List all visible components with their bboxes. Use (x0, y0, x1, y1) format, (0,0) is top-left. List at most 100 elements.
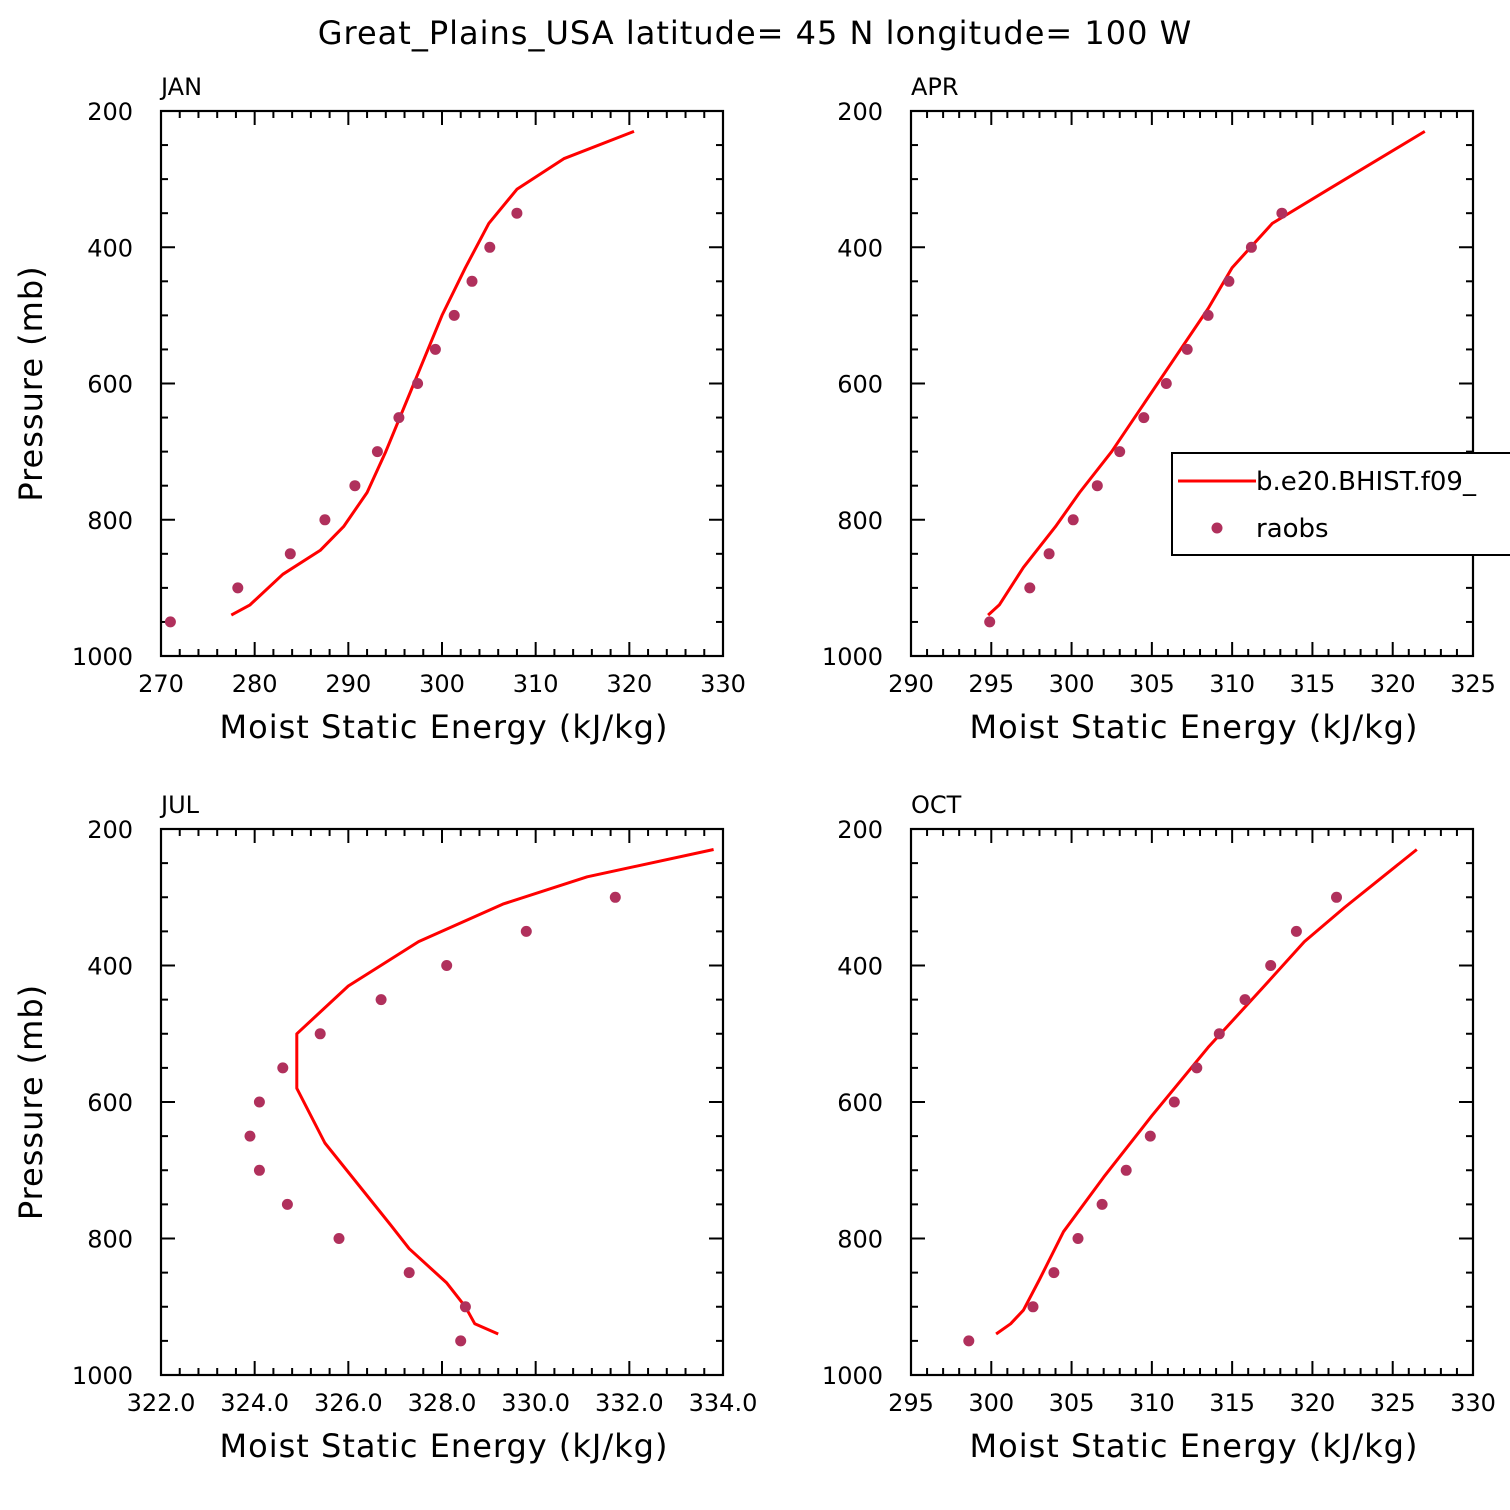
x-tick-label: 320 (1290, 1389, 1336, 1417)
series-line-model (995, 848, 1418, 1336)
x-tick-label: 315 (1290, 670, 1336, 698)
raobs-point (403, 1267, 415, 1279)
x-tick-label: 310 (513, 670, 559, 698)
raobs-point (448, 309, 460, 321)
x-axis-title: Moist Static Energy (kJ/kg) (970, 1427, 1419, 1465)
y-tick-label: 400 (87, 234, 133, 262)
legend-label-obs: raobs (1256, 514, 1329, 544)
x-tick-label: 270 (138, 670, 184, 698)
x-tick-label: 325 (1370, 1389, 1416, 1417)
raobs-point (1245, 241, 1257, 253)
x-tick-label: 328.0 (408, 1389, 477, 1417)
raobs-point (1331, 891, 1342, 903)
raobs-point (484, 241, 496, 253)
plot-frame (909, 109, 1475, 658)
raobs-point (349, 480, 361, 492)
x-tick-label: 320 (1370, 670, 1416, 698)
y-tick-label: 1000 (822, 1362, 883, 1390)
raobs-point (232, 582, 244, 594)
legend-marker-swatch (1211, 522, 1223, 534)
raobs-point (1096, 1198, 1108, 1210)
panel-apr: APR 290 295 300 305 310 315 320 325 200 400 600 800 1… (822, 73, 1496, 746)
raobs-point (314, 1028, 326, 1040)
y-tick-label: 600 (837, 371, 883, 399)
raobs-point (609, 891, 621, 903)
x-tick-label: 310 (1129, 1389, 1175, 1417)
y-tick-label: 400 (837, 953, 883, 981)
x-tick-label: 326.0 (314, 1389, 383, 1417)
y-tick-label: 800 (87, 1226, 133, 1254)
raobs-point (371, 446, 383, 458)
raobs-point (455, 1335, 467, 1347)
y-tick-label: 400 (87, 953, 133, 981)
x-tick-label: 324.0 (220, 1389, 289, 1417)
x-tick-label: 330.0 (501, 1389, 570, 1417)
raobs-point (1043, 548, 1055, 560)
panel-jan: JAN 270 280 290 300 310 320 330 200 400 600 800 1000… (12, 73, 746, 746)
raobs-point (511, 207, 523, 219)
x-axis-title: Moist Static Energy (kJ/kg) (220, 1427, 669, 1465)
y-tick-label: 800 (837, 507, 883, 535)
plot-frame (909, 827, 1475, 1377)
series-line-model (230, 130, 635, 617)
raobs-point (1144, 1130, 1156, 1142)
x-tick-label: 330 (1450, 1389, 1496, 1417)
raobs-point (1276, 207, 1288, 219)
raobs-point (281, 1198, 293, 1210)
raobs-point (1138, 412, 1150, 424)
x-tick-label: 334.0 (689, 1389, 758, 1417)
raobs-point (1202, 309, 1214, 321)
raobs-point (459, 1301, 471, 1313)
x-tick-label: 332.0 (595, 1389, 664, 1417)
raobs-point (963, 1335, 975, 1347)
y-tick-label: 800 (837, 1226, 883, 1254)
panel-label: OCT (911, 791, 962, 819)
y-tick-label: 1000 (72, 643, 133, 671)
raobs-point (1024, 582, 1036, 594)
y-tick-label: 200 (87, 98, 133, 126)
series-line-model (987, 130, 1426, 617)
raobs-point (1223, 275, 1235, 287)
raobs-point (429, 343, 441, 355)
raobs-point (1181, 343, 1193, 355)
raobs-point (253, 1164, 265, 1176)
y-tick-label: 200 (87, 816, 133, 844)
plot-frame (159, 109, 725, 658)
legend-label-model: b.e20.BHIST.f09_ (1256, 467, 1477, 497)
panel-label: APR (911, 73, 959, 101)
x-tick-label: 315 (1209, 1389, 1255, 1417)
figure-title: Great_Plains_USA latitude= 45 N longitud… (318, 14, 1193, 52)
raobs-point (1168, 1096, 1180, 1108)
x-tick-label: 290 (888, 670, 934, 698)
y-axis-title: Pressure (mb) (12, 984, 50, 1220)
x-axis-title: Moist Static Energy (kJ/kg) (220, 708, 669, 746)
x-tick-label: 310 (1209, 670, 1255, 698)
y-tick-label: 200 (837, 816, 883, 844)
raobs-point (277, 1062, 289, 1074)
raobs-point (441, 960, 453, 971)
x-tick-label: 305 (1049, 1389, 1095, 1417)
x-tick-label: 322.0 (127, 1389, 196, 1417)
raobs-point (520, 925, 532, 937)
y-tick-label: 400 (837, 234, 883, 262)
y-tick-label: 1000 (822, 643, 883, 671)
raobs-point (1120, 1164, 1132, 1176)
raobs-point (466, 275, 478, 287)
x-tick-label: 320 (606, 670, 652, 698)
raobs-point (1191, 1062, 1203, 1074)
legend-box (1171, 452, 1510, 556)
x-tick-label: 300 (1049, 670, 1095, 698)
x-tick-label: 300 (968, 1389, 1014, 1417)
raobs-point (412, 378, 424, 389)
raobs-point (1067, 514, 1079, 526)
y-tick-label: 600 (87, 371, 133, 399)
x-axis-title: Moist Static Energy (kJ/kg) (970, 708, 1419, 746)
y-tick-label: 1000 (72, 1362, 133, 1390)
x-tick-label: 305 (1129, 670, 1175, 698)
raobs-point (253, 1096, 265, 1108)
panel-label: JUL (159, 791, 200, 819)
raobs-point (1027, 1301, 1039, 1313)
legend: b.e20.BHIST.f09_raobs (1171, 452, 1510, 556)
raobs-point (319, 514, 331, 526)
